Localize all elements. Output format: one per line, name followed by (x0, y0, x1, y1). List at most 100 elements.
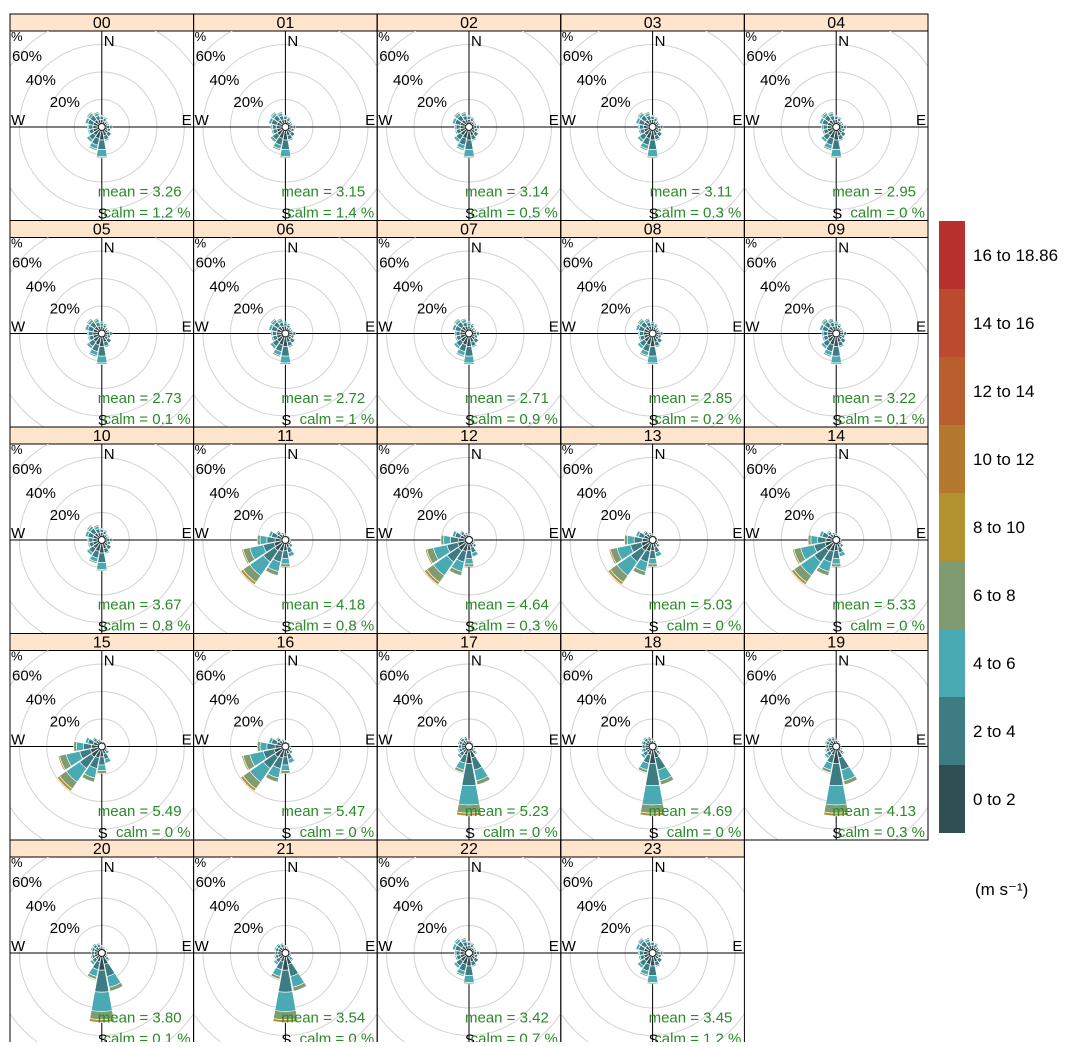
petal-segment (100, 945, 104, 948)
petal-segment (636, 317, 644, 325)
ring-label: 40% (393, 279, 423, 296)
petal-segment (104, 757, 112, 764)
legend-swatch (939, 493, 965, 561)
calm-circle (648, 329, 657, 338)
ring-label: 40% (760, 485, 790, 502)
petal-segment (830, 362, 843, 365)
calm-circle (281, 949, 290, 957)
petal-segment (289, 337, 296, 344)
petal-segment (87, 542, 92, 549)
petal-segment (659, 124, 664, 130)
compass-w: W (11, 525, 26, 542)
petal-segment (105, 337, 112, 344)
ring-label: 40% (577, 279, 607, 296)
petal-segment (807, 534, 812, 546)
petal-segment (836, 740, 840, 743)
petal-segment (825, 784, 848, 806)
panel-title: 06 (277, 222, 295, 239)
petal-segment (466, 941, 472, 944)
petal-segment (280, 532, 285, 536)
compass-w: W (562, 319, 577, 336)
petal-segment (455, 352, 465, 358)
ring-label: 60% (196, 48, 226, 65)
mean-label: mean = 4.64 (465, 597, 549, 614)
petal-segment (286, 946, 290, 950)
petal-segment (476, 124, 480, 130)
compass-w: W (11, 732, 26, 749)
compass-s: S (465, 825, 475, 842)
compass-s: S (832, 619, 842, 636)
petal-segment (453, 961, 461, 969)
compass-n: N (471, 653, 482, 670)
petal-segment (280, 764, 291, 771)
panel-border (743, 633, 929, 841)
calm-label: calm = 0.7 % (471, 1031, 558, 1043)
compass-w: W (745, 112, 760, 129)
petal-segment (824, 739, 828, 745)
petal-segment (89, 959, 96, 966)
ring-label: % (745, 649, 757, 664)
ring-label: 40% (26, 898, 56, 915)
petal-segment (834, 738, 838, 741)
ring-label: % (11, 855, 23, 870)
petal-segment (90, 946, 94, 952)
ring-label: % (562, 442, 574, 457)
ring-label: % (562, 649, 574, 664)
petal-segment (810, 535, 819, 545)
panel-title: 11 (277, 428, 294, 445)
petal-segment (659, 950, 664, 956)
legend-swatch (939, 221, 965, 289)
petal-segment (96, 561, 108, 570)
compass-e: E (365, 732, 375, 749)
petal-segment (455, 971, 465, 977)
mean-label: mean = 3.45 (649, 1010, 733, 1027)
petal-segment (460, 937, 467, 942)
petal-segment (654, 963, 661, 968)
compass-s: S (98, 619, 108, 636)
ring-label: 40% (26, 485, 56, 502)
ring-label: 20% (50, 94, 80, 111)
ring-label: 40% (577, 485, 607, 502)
ring-label: 60% (196, 255, 226, 272)
compass-w: W (378, 319, 393, 336)
petal-segment (286, 323, 292, 327)
ring-label: 20% (417, 920, 447, 937)
petal-segment (241, 755, 250, 772)
petal-segment (646, 736, 652, 740)
petal-segment (636, 937, 644, 944)
petal-segment (108, 331, 113, 336)
ring-label: 40% (393, 692, 423, 709)
petal-segment (466, 116, 472, 120)
legend-label: 4 to 6 (973, 654, 1016, 673)
petal-segment (81, 773, 96, 783)
petal-segment (826, 529, 831, 535)
calm-circle (97, 123, 106, 131)
petal-segment (464, 557, 474, 565)
petal-segment (276, 111, 283, 116)
ring-label: 60% (563, 461, 593, 478)
calm-circle (97, 536, 106, 544)
petal-segment (466, 115, 472, 118)
mean-label: mean = 2.71 (465, 390, 549, 407)
calm-circle (97, 329, 106, 338)
compass-s: S (281, 1032, 291, 1043)
calm-circle (832, 329, 841, 338)
petal-segment (88, 124, 94, 130)
petal-segment (269, 135, 277, 143)
ring-label: % (378, 649, 390, 664)
ring-label: 60% (746, 255, 776, 272)
petal-segment (276, 317, 283, 322)
legend-swatch (939, 561, 965, 629)
calm-label: calm = 0.1 % (103, 1031, 190, 1043)
petal-segment (95, 568, 108, 572)
ring-label: % (11, 442, 23, 457)
calm-label: calm = 0 % (667, 618, 742, 635)
panel-title: 19 (827, 635, 845, 652)
compass-e: E (365, 112, 375, 129)
